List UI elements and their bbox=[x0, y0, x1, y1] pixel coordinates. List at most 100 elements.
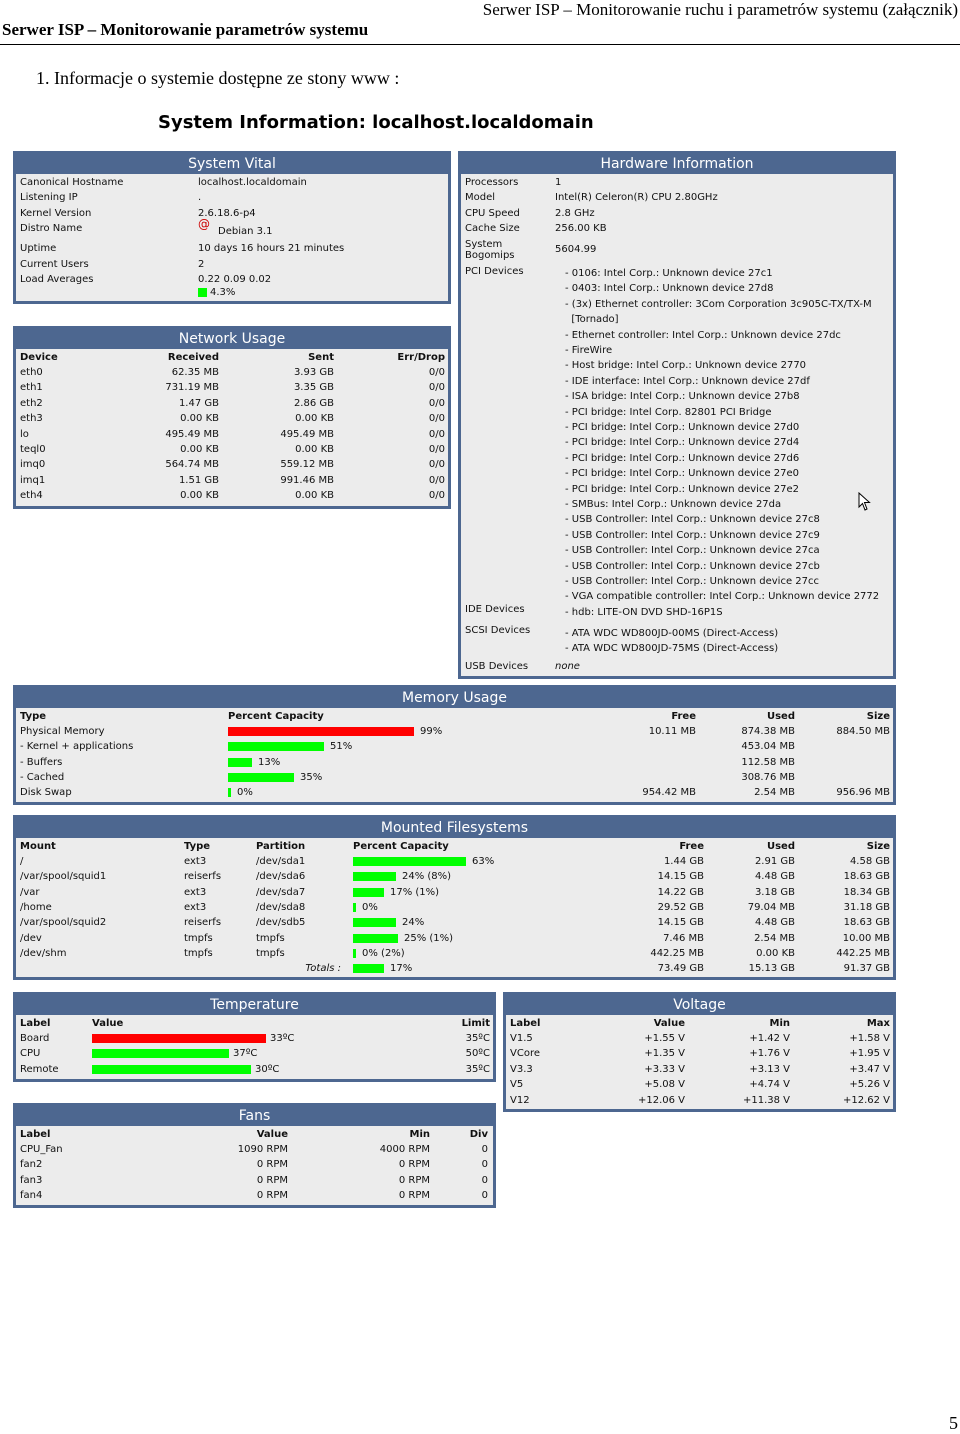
temperature-label: Board bbox=[20, 1033, 50, 1044]
panel-title: Mounted Filesystems bbox=[16, 818, 893, 838]
fs-size: 10.00 MB bbox=[842, 932, 890, 944]
fs-partition: tmpfs bbox=[256, 932, 285, 944]
memory-header: Type Percent Capacity Free Used Size bbox=[16, 709, 893, 724]
voltage-row: V5 +5.08 V +4.74 V +5.26 V bbox=[506, 1077, 893, 1092]
memory-capacity-bar bbox=[228, 727, 414, 736]
network-cell: 559.12 MB bbox=[280, 459, 334, 471]
fs-type: ext3 bbox=[184, 856, 207, 867]
temperature-value: 33ºC bbox=[270, 1033, 295, 1044]
pci-device: - PCI bridge: Intel Corp.: Unknown devic… bbox=[565, 452, 800, 464]
column-header: Value bbox=[256, 1129, 288, 1140]
network-row: eth4 0.00 KB 0.00 KB 0/0 bbox=[16, 488, 448, 503]
pci-device: - FireWire bbox=[565, 345, 613, 356]
fan-cell: 4000 RPM bbox=[379, 1144, 430, 1155]
pci-device-row: - PCI bridge: Intel Corp.: Unknown devic… bbox=[461, 451, 893, 466]
pci-device-row: - IDE interface: Intel Corp.: Unknown de… bbox=[461, 374, 893, 389]
load-bar-row: 4.3% bbox=[16, 285, 448, 300]
pci-device-row: - PCI bridge: Intel Corp.: Unknown devic… bbox=[461, 435, 893, 450]
column-header: Device bbox=[20, 352, 58, 363]
memory-percent: 35% bbox=[300, 771, 323, 783]
panel-title: Fans bbox=[16, 1106, 493, 1126]
fs-percent: 17% (1%) bbox=[390, 886, 440, 898]
voltage-cell: +5.26 V bbox=[849, 1079, 890, 1091]
panel-title: Hardware Information bbox=[461, 154, 893, 174]
network-cell: 495.49 MB bbox=[165, 428, 219, 440]
fs-partition: /dev/sda8 bbox=[256, 901, 306, 913]
fs-used: 15.13 GB bbox=[748, 963, 795, 975]
fs-mount: /var bbox=[20, 886, 40, 898]
memory-used: 453.04 MB bbox=[741, 741, 795, 753]
fs-partition: /dev/sda6 bbox=[256, 871, 306, 883]
voltage-cell: +11.38 V bbox=[742, 1094, 790, 1106]
voltage-cell: +1.55 V bbox=[644, 1033, 685, 1044]
usb-devices: none bbox=[555, 661, 580, 672]
pci-device-row: - USB Controller: Intel Corp.: Unknown d… bbox=[461, 528, 893, 543]
vital-value: 2 bbox=[198, 259, 205, 270]
network-cell: 0.00 KB bbox=[180, 413, 219, 425]
scsi-device-row: - ATA WDC WD800JD-75MS (Direct-Access) bbox=[461, 641, 893, 656]
pci-device: - Host bridge: Intel Corp.: Unknown devi… bbox=[565, 360, 807, 372]
network-row: imq1 1.51 GB 991.46 MB 0/0 bbox=[16, 473, 448, 488]
pci-device-row: - FireWire bbox=[461, 343, 893, 358]
hw-row: USB Devices none bbox=[461, 659, 893, 674]
hw-label: CPU Speed bbox=[465, 208, 520, 219]
pci-device-row: - 0106: Intel Corp.: Unknown device 27c1 bbox=[461, 266, 893, 281]
vital-value: 2.6.18.6-p4 bbox=[198, 208, 256, 219]
memory-used: 112.58 MB bbox=[741, 756, 795, 768]
fs-partition: /dev/sda7 bbox=[256, 886, 306, 898]
memory-used: 2.54 MB bbox=[754, 787, 795, 799]
pci-device: - ISA bridge: Intel Corp.: Unknown devic… bbox=[565, 391, 800, 403]
memory-row: - Kernel + applications 51% 453.04 MB bbox=[16, 739, 893, 754]
voltage-cell: +5.08 V bbox=[644, 1079, 685, 1091]
voltage-cell: +12.06 V bbox=[637, 1094, 685, 1106]
fs-size: 18.63 GB bbox=[843, 917, 890, 929]
page-title: System Information: localhost.localdomai… bbox=[158, 112, 594, 133]
pci-device-row: - USB Controller: Intel Corp.: Unknown d… bbox=[461, 559, 893, 574]
hw-row: IDE Devices bbox=[461, 602, 893, 617]
pci-device: - Ethernet controller: Intel Corp.: Unkn… bbox=[565, 329, 841, 341]
column-header: Div bbox=[469, 1129, 488, 1140]
vital-row: Listening IP. bbox=[16, 190, 448, 205]
pci-device: - 0403: Intel Corp.: Unknown device 27d8 bbox=[565, 283, 774, 295]
memory-capacity-bar bbox=[228, 757, 252, 767]
voltage-cell: V12 bbox=[510, 1094, 530, 1106]
pci-device: - PCI bridge: Intel Corp.: Unknown devic… bbox=[565, 483, 800, 495]
memory-type: - Cached bbox=[20, 771, 65, 783]
hw-label: SCSI Devices bbox=[465, 625, 531, 636]
fs-used: 3.18 GB bbox=[754, 886, 795, 898]
memory-row: Physical Memory 99% 10.11 MB 874.38 MB 884.5… bbox=[16, 724, 893, 739]
fan-row: fan3 0 RPM 0 RPM 0 bbox=[16, 1173, 493, 1188]
hw-label: Bogomips bbox=[465, 250, 515, 261]
panel-title: Network Usage bbox=[16, 329, 448, 349]
network-cell: imq1 bbox=[20, 474, 46, 486]
memory-usage-panel: Memory Usage Type Percent Capacity Free Use… bbox=[13, 685, 896, 805]
voltage-cell: V1.5 bbox=[510, 1033, 533, 1044]
network-cell: 0/0 bbox=[428, 367, 445, 378]
fan-cell: 0 bbox=[481, 1174, 488, 1186]
voltage-cell: V5 bbox=[510, 1079, 524, 1091]
temperature-bar bbox=[92, 1064, 251, 1074]
debian-logo-icon: @ bbox=[198, 217, 210, 231]
memory-row: - Cached 35% 308.76 MB bbox=[16, 770, 893, 785]
pci-device-row: - PCI bridge: Intel Corp. 82801 PCI Brid… bbox=[461, 405, 893, 420]
fs-totals-label: Totals : bbox=[305, 963, 341, 975]
fan-cell: 1090 RPM bbox=[237, 1144, 288, 1155]
mouse-cursor-icon bbox=[858, 492, 871, 511]
column-header: Free bbox=[671, 711, 696, 722]
fs-mount: /dev bbox=[20, 932, 42, 944]
fs-free: 7.46 MB bbox=[663, 932, 704, 944]
pci-device-row: - PCI bridge: Intel Corp.: Unknown devic… bbox=[461, 482, 893, 497]
hardware-info-panel: Hardware Information Processors 1 Model Int… bbox=[458, 151, 896, 679]
vital-label: Distro Name bbox=[20, 223, 83, 234]
network-cell: 3.93 GB bbox=[293, 367, 334, 378]
memory-percent: 51% bbox=[330, 741, 353, 753]
fs-percent: 17% bbox=[390, 963, 413, 975]
network-cell: 2.86 GB bbox=[293, 397, 334, 409]
hw-label: IDE Devices bbox=[465, 604, 525, 615]
column-header: Err/Drop bbox=[397, 352, 445, 363]
memory-row: Disk Swap 0% 954.42 MB 2.54 MB 956.96 MB bbox=[16, 785, 893, 800]
memory-row: - Buffers 13% 112.58 MB bbox=[16, 755, 893, 770]
network-cell: 0/0 bbox=[428, 474, 445, 486]
fs-type: reiserfs bbox=[184, 871, 222, 883]
network-cell: eth1 bbox=[20, 382, 43, 394]
